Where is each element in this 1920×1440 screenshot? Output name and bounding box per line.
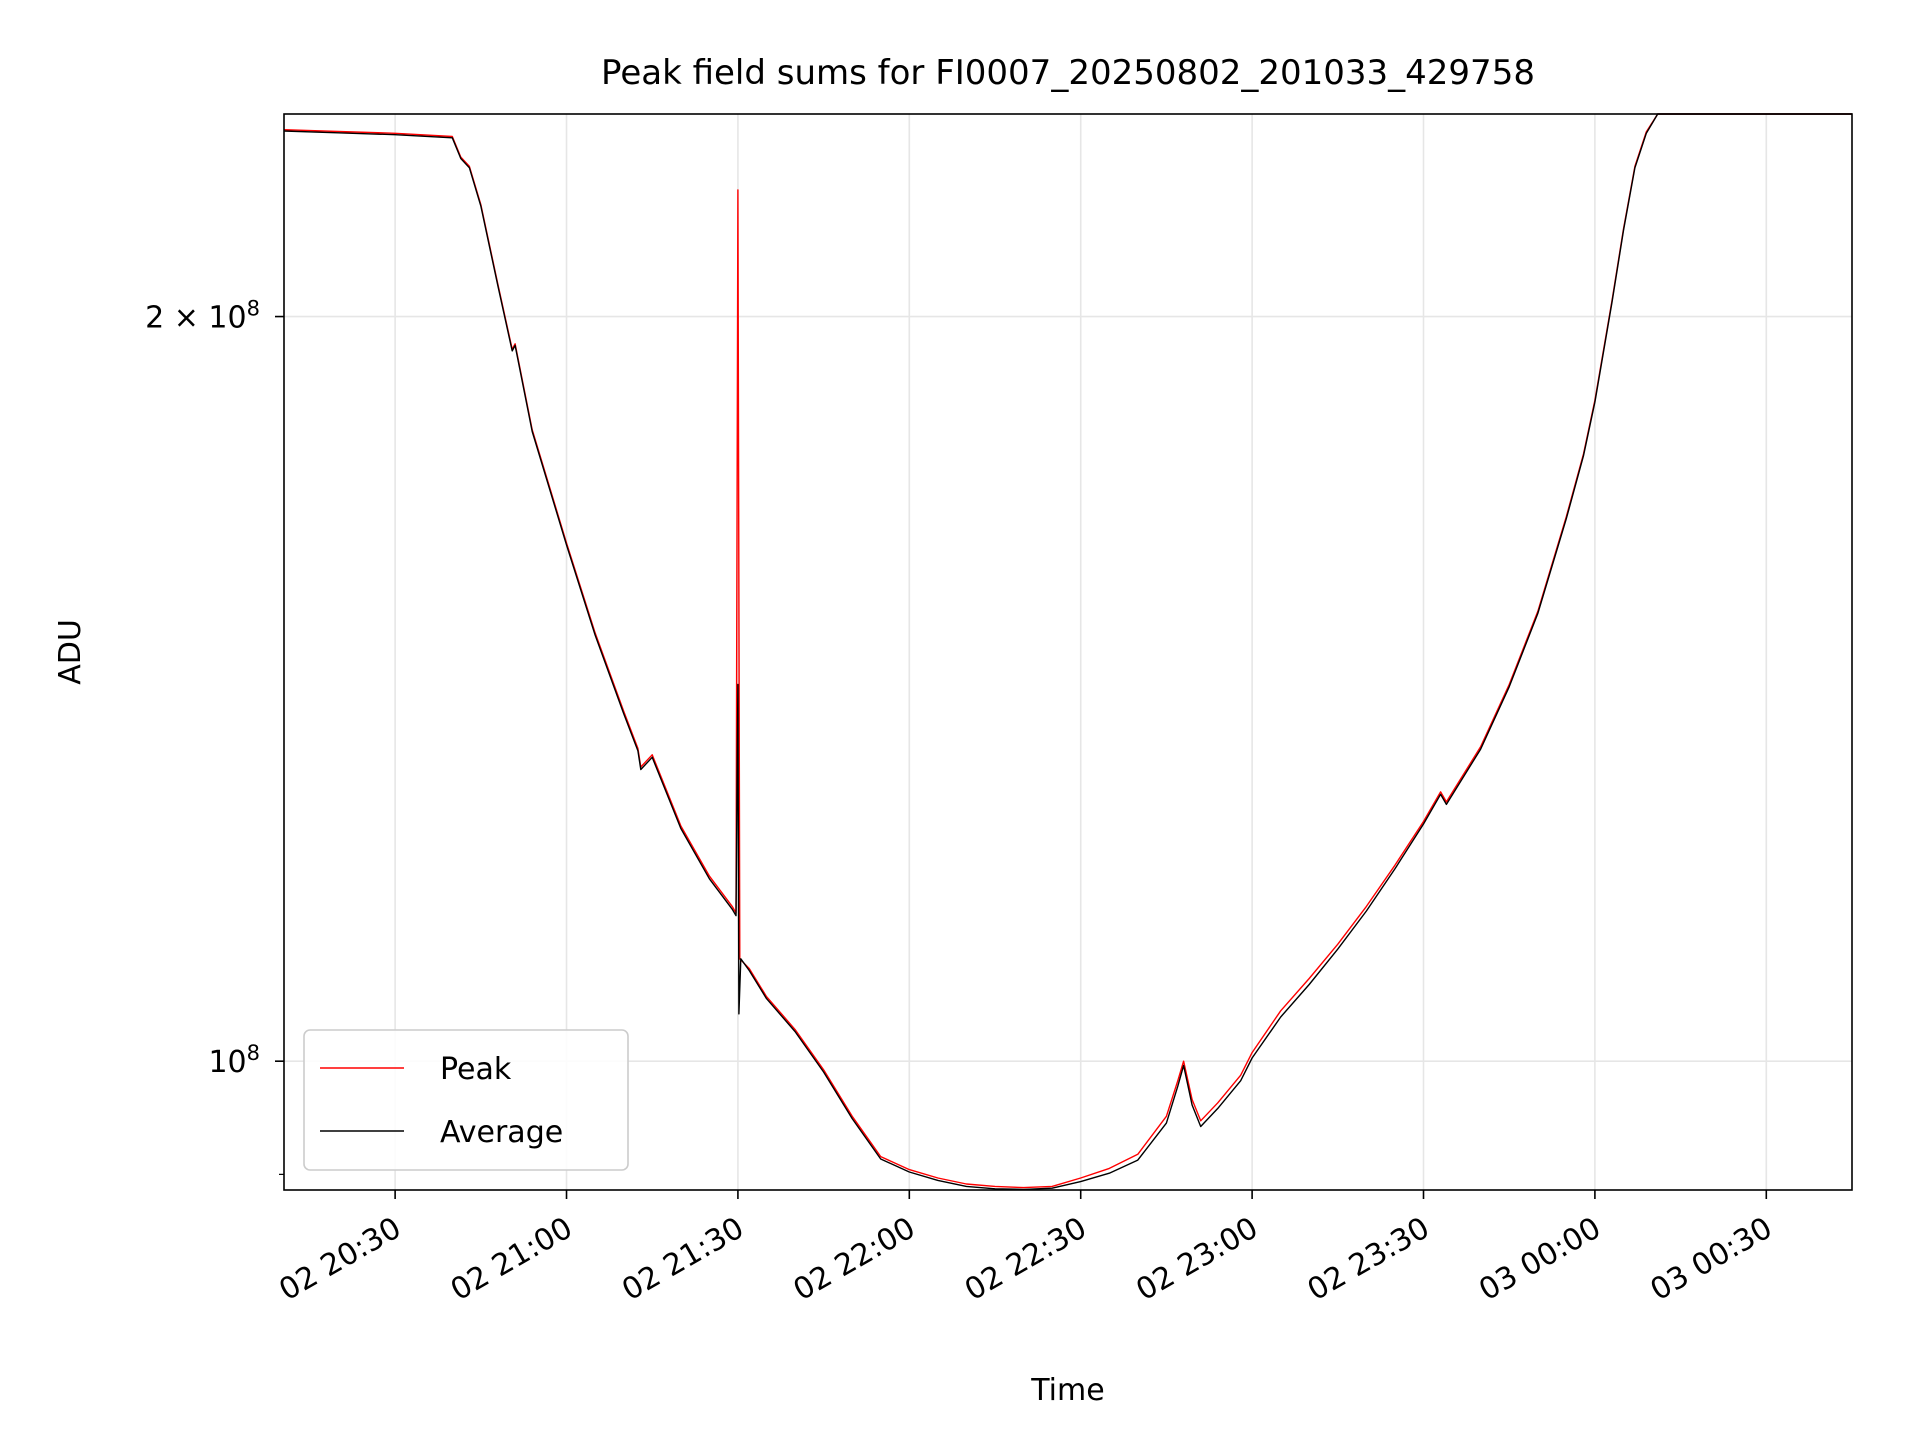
legend-label: Peak <box>440 1052 512 1087</box>
y-tick-label-exponent: 8 <box>247 297 260 321</box>
y-tick-label: 108 <box>208 1041 260 1080</box>
y-tick-label: 2 × 108 <box>145 297 260 336</box>
y-axis-label: ADU <box>53 619 88 685</box>
series-line-average <box>283 113 1852 1191</box>
y-tick-label-base: 10 <box>208 1045 246 1080</box>
legend: Peak Average <box>303 1029 629 1171</box>
legend-box <box>303 1029 629 1171</box>
plot-series <box>283 113 1852 1191</box>
legend-label: Average <box>440 1115 563 1150</box>
plot-area <box>283 113 1853 1191</box>
x-axis-label: Time <box>1030 1373 1104 1408</box>
y-tick-label-exponent: 8 <box>247 1041 260 1065</box>
chart-title: Peak field sums for FI0007_20250802_2010… <box>601 53 1535 93</box>
y-tick-label-base: 2 × 10 <box>145 301 246 336</box>
